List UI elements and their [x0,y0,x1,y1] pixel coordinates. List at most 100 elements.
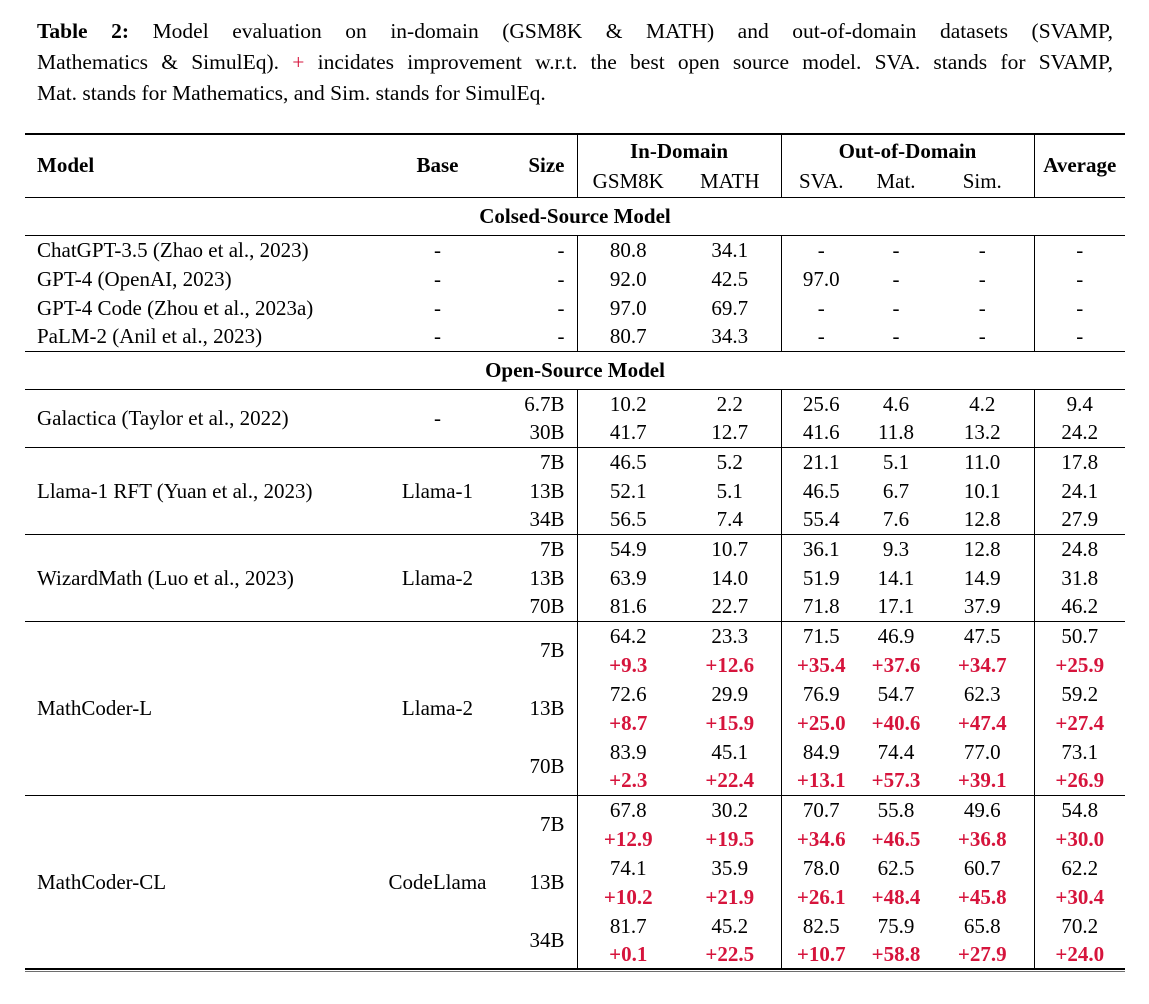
score-cell: 71.5 [781,620,861,650]
improvement-cell: +19.5 [679,824,782,853]
improvement-cell: +30.0 [1055,826,1105,851]
score-cell: 4.2 [931,389,1035,418]
improvement-cell: +15.9 [679,708,782,737]
col-group-out-of-domain: Out-of-Domain [781,134,1035,167]
table-header: Model Base Size In-Domain Out-of-Domain … [25,134,1126,197]
score-cell: 31.8 [1061,565,1099,590]
model-name: WizardMath (Luo et al., 2023) [25,533,375,621]
improvement-cell: +22.5 [679,940,782,969]
score-cell: 54.7 [877,681,915,706]
base-model-name: Llama-1 [375,446,500,534]
score-cell: 17.8 [1034,446,1126,476]
improvement-cell: +26.1 [796,884,846,909]
score-cell: 46.5 [577,446,679,476]
model-name: ChatGPT-3.5 (Zhao et al., 2023) [37,237,309,262]
model-size: 7B [500,446,578,476]
col-header-gsm8k: GSM8K [592,169,664,194]
improvement-row: +12.9 +19.5 +34.6 +46.5 +36.8 +30.0 [25,824,1125,853]
score-cell: 97.0 [609,295,647,320]
col-header-mathematics: Mat. [876,169,916,194]
score-cell: 74.1 [609,855,647,880]
model-size: 7B [500,794,578,853]
score-cell: 69.7 [679,293,782,322]
caption-text-2a: Mathematics & SimulEq). [37,50,280,74]
score-cell: 83.9 [609,739,647,764]
score-cell: 37.9 [931,592,1035,621]
model-name: GPT-4 (OpenAI, 2023) [37,266,232,291]
improvement-row: +0.1 +22.5 +10.7 +58.8 +27.9 +24.0 [25,940,1125,969]
model-size: 13B [500,679,578,737]
model-size: 7B [500,620,578,679]
score-cell: 63.9 [609,565,647,590]
score-cell: 34.3 [679,322,782,351]
score-cell: 45.1 [679,737,782,766]
improvement-cell: +58.8 [871,942,921,966]
improvement-cell: +47.4 [931,708,1035,737]
model-size: 13B [500,476,578,505]
table-bottom-rule [25,971,1125,972]
improvement-cell: +10.7 [796,942,846,966]
improvement-row: +2.3 +22.4 +13.1 +57.3 +39.1 +26.9 [25,766,1125,795]
table-row: 34B 81.7 45.2 82.5 75.9 65.8 70.2 [25,911,1125,969]
improvement-cell: +9.3 [609,652,648,677]
model-size: 70B [500,592,578,621]
score-cell: 49.6 [931,794,1035,824]
score-cell: 14.9 [931,563,1035,592]
score-cell: 9.3 [861,533,931,563]
caption-line-2: Mathematics & SimulEq). + incidates impr… [37,47,1113,78]
table-row: Galactica (Taylor et al., 2022) - 6.7B 10.2… [25,389,1125,430]
score-cell: - [892,237,900,262]
score-cell: 71.8 [802,594,840,619]
score-cell: 74.4 [877,739,915,764]
model-size: - [500,264,578,293]
table-row: GPT-4 Code (Zhou et al., 2023a) - - 97.0 69.… [25,293,1125,322]
model-size: - [500,235,578,264]
improvement-cell: +34.7 [931,650,1035,679]
model-name: Llama-1 RFT (Yuan et al., 2023) [25,446,375,534]
score-cell: 54.9 [577,533,679,563]
base-model-name: Llama-2 [375,620,500,795]
score-cell: 34.1 [679,235,782,264]
improvement-cell: +36.8 [931,824,1035,853]
score-cell: 62.5 [877,855,915,880]
improvement-cell: +39.1 [931,766,1035,795]
score-cell: - [892,324,900,349]
score-cell: 72.6 [609,681,647,706]
score-cell: 17.1 [877,594,915,619]
model-size: 34B [500,505,578,534]
col-header-svamp: SVA. [798,169,844,194]
col-header-size: Size [500,134,578,197]
table-row: MathCoder-L Llama-2 7B 64.2 23.3 71.5 46.9 47.5… [25,620,1126,795]
model-name: GPT-4 Code (Zhou et al., 2023a) [37,295,314,320]
score-cell: 50.7 [1034,620,1126,650]
score-cell: - [892,266,900,291]
table-row: Llama-1 RFT (Yuan et al., 2023) Llama-1 7B… [25,446,1126,534]
improvement-row: +10.2 +21.9 +26.1 +48.4 +45.8 +30.4 [25,882,1125,911]
score-cell: 12.7 [679,418,782,447]
table-row: 70B 83.9 45.1 84.9 74.4 77.0 73.1 [25,737,1125,795]
score-cell: 46.9 [861,620,931,650]
score-cell: 54.8 [1034,794,1126,824]
improvement-cell: +26.9 [1055,768,1105,793]
model-name: MathCoder-L [25,620,375,795]
score-cell: 46.5 [802,478,840,503]
score-cell: 22.7 [679,592,782,621]
base-model-name: - [434,324,441,349]
score-cell: 84.9 [802,739,840,764]
model-size: 7B [500,533,578,563]
score-cell: 10.1 [931,476,1035,505]
score-cell: 9.4 [1066,391,1093,416]
score-cell: 25.6 [802,391,840,416]
score-cell: 55.4 [802,507,840,532]
caption-text-2b: incidates improvement w.r.t. the best op… [317,50,1114,74]
table-body: Colsed-Source Model ChatGPT-3.5 (Zhao et … [25,196,1126,969]
score-cell: 7.6 [882,507,910,532]
model-name: MathCoder-CL [25,794,375,969]
improvement-cell: +2.3 [609,768,648,793]
base-model-name: - [434,406,441,430]
score-cell: - [817,295,825,320]
score-cell: 12.8 [931,533,1035,563]
score-cell: - [1076,295,1084,320]
col-header-model: Model [37,153,95,178]
